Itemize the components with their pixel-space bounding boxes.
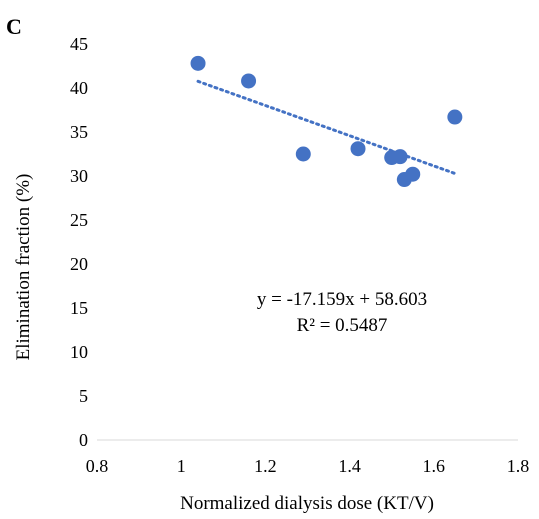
x-tick-label: 1.8 (507, 456, 530, 476)
y-tick-label: 0 (79, 430, 88, 450)
y-axis-ticks: 0 5 10 15 20 25 30 35 40 45 (70, 34, 88, 450)
data-point (392, 149, 408, 165)
panel-label: C (6, 14, 22, 39)
y-tick-label: 45 (70, 34, 88, 54)
x-tick-label: 1 (177, 456, 186, 476)
y-axis-title: Elimination fraction (%) (13, 174, 34, 361)
x-tick-label: 1.6 (423, 456, 446, 476)
x-axis-ticks: 0.8 1 1.2 1.4 1.6 1.8 (86, 456, 530, 476)
data-points (190, 55, 463, 188)
y-tick-label: 30 (70, 166, 88, 186)
x-tick-label: 1.2 (254, 456, 277, 476)
data-point (405, 166, 421, 182)
x-tick-label: 0.8 (86, 456, 109, 476)
data-point (447, 109, 463, 125)
data-point (350, 141, 366, 157)
y-tick-label: 20 (70, 254, 88, 274)
y-tick-label: 15 (70, 298, 88, 318)
trendline-equation: y = -17.159x + 58.603 (257, 289, 427, 310)
trendline (196, 79, 457, 175)
y-tick-label: 40 (70, 78, 88, 98)
data-point (241, 73, 257, 89)
y-tick-label: 35 (70, 122, 88, 142)
data-point (190, 55, 206, 71)
y-tick-label: 25 (70, 210, 88, 230)
x-axis-title: Normalized dialysis dose (KT/V) (180, 493, 434, 514)
y-tick-label: 10 (70, 342, 88, 362)
x-tick-label: 1.4 (338, 456, 361, 476)
r-squared-label: R² = 0.5487 (297, 315, 388, 336)
y-tick-label: 5 (79, 386, 88, 406)
data-point (295, 146, 311, 162)
